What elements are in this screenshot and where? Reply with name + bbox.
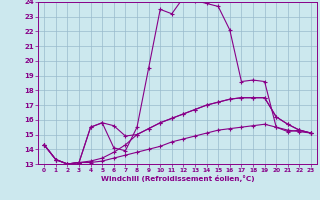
X-axis label: Windchill (Refroidissement éolien,°C): Windchill (Refroidissement éolien,°C): [101, 175, 254, 182]
